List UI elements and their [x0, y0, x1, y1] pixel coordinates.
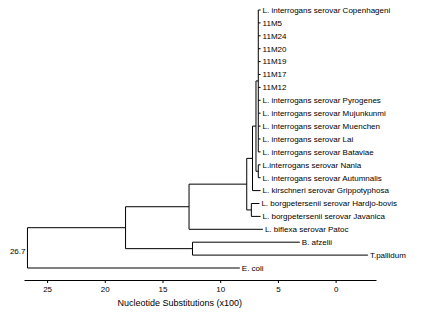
- tick: 0: [334, 280, 339, 294]
- tick: 20: [101, 280, 110, 294]
- leaf-label: L. interrogans serovar Mujunkunmi: [263, 109, 386, 118]
- x-axis-title: Nucleotide Substitutions (x100): [118, 298, 243, 308]
- tick: 15: [159, 280, 168, 294]
- leaf-label: 11M19: [263, 57, 287, 66]
- branch: [256, 80, 258, 81]
- tick: 10: [216, 280, 225, 294]
- branch: [27, 268, 239, 269]
- leaf-labels: L. interrogans serovar Copenhageni 11M5 11…: [242, 6, 406, 273]
- tick-label: 20: [101, 285, 110, 294]
- branch: [258, 126, 260, 127]
- leaf-label: L. interrogans serovar Lai: [263, 135, 354, 144]
- leaf-label: 11M5: [263, 19, 283, 28]
- leaf-label: L. kirschneri serovar Grippotyphosa: [263, 186, 390, 195]
- tick-label: 5: [276, 285, 281, 294]
- tick-mark: [336, 280, 337, 283]
- leaf-label: L. interrogans serovar Copenhageni: [263, 6, 391, 15]
- branch: [258, 177, 260, 178]
- root-height-label: 26.7: [10, 247, 26, 256]
- leaf-label: L. borgpetersenii serovar Hardjo-bovis: [261, 199, 397, 208]
- leaf-label: L. interrogans serovar Muenchen: [263, 122, 380, 131]
- axis-line: [25, 280, 377, 281]
- branch: [27, 227, 125, 228]
- branch: [258, 87, 260, 88]
- leaf-label: B. afzelii: [302, 238, 332, 247]
- branch: [258, 151, 260, 152]
- branch: [126, 248, 193, 249]
- branch: [258, 139, 260, 140]
- branch: [126, 206, 189, 207]
- leaf-label: 11M20: [263, 45, 287, 54]
- leaf-label: L. borgpetersenii serovar Javanica: [263, 212, 386, 221]
- branch: [251, 216, 260, 217]
- branch: [253, 126, 256, 127]
- branch: [258, 61, 260, 62]
- tick-label: 25: [43, 285, 52, 294]
- branch: [258, 113, 260, 114]
- leaf-label: 11M17: [263, 70, 287, 79]
- tick-label: 15: [159, 285, 168, 294]
- leaf-label: L.interrogans serovar Nanla: [263, 161, 362, 170]
- node-connector: [27, 228, 28, 268]
- tick-mark: [220, 280, 221, 283]
- branch: [189, 229, 263, 230]
- leaf-label: T.pallidum: [370, 251, 406, 260]
- chart-container: L. interrogans serovar Copenhageni 11M5 11…: [0, 0, 427, 316]
- leaf-label: L. interrogans serovar Bataviae: [263, 148, 375, 157]
- tick-mark: [278, 280, 279, 283]
- branch: [251, 203, 259, 204]
- x-axis: 25 20 15 10 5 0: [25, 280, 377, 294]
- leaf-label: L. interrogans serovar Autumnalis: [263, 174, 382, 183]
- leaf-label: 11M12: [263, 83, 287, 92]
- branch: [258, 74, 260, 75]
- branch: [247, 209, 252, 210]
- tick-mark: [105, 280, 106, 283]
- leaf-label: 11M24: [263, 32, 287, 41]
- chart-svg: L. interrogans serovar Copenhageni 11M5 11…: [0, 0, 427, 316]
- branch: [258, 35, 260, 36]
- tick-mark: [47, 280, 48, 283]
- tick-label: 0: [334, 285, 339, 294]
- branch: [258, 10, 260, 11]
- leaf-label: L. biflexa serovar Patoc: [265, 225, 349, 234]
- tick: 25: [43, 280, 52, 294]
- branch: [256, 171, 258, 172]
- branch: [253, 190, 261, 191]
- branch: [258, 164, 260, 165]
- branch: [258, 100, 260, 101]
- leaf-label: E. coli: [242, 264, 264, 273]
- tree-branches: [27, 10, 367, 268]
- tick: 5: [276, 280, 281, 294]
- branch: [258, 48, 260, 49]
- branch: [189, 184, 247, 185]
- branch: [247, 158, 253, 159]
- tick-mark: [162, 280, 163, 283]
- branch: [192, 242, 299, 243]
- tick-label: 10: [216, 285, 225, 294]
- leaf-label: L. interrogans serovar Pyrogenes: [263, 96, 381, 105]
- branch: [192, 255, 367, 256]
- branch: [258, 22, 260, 23]
